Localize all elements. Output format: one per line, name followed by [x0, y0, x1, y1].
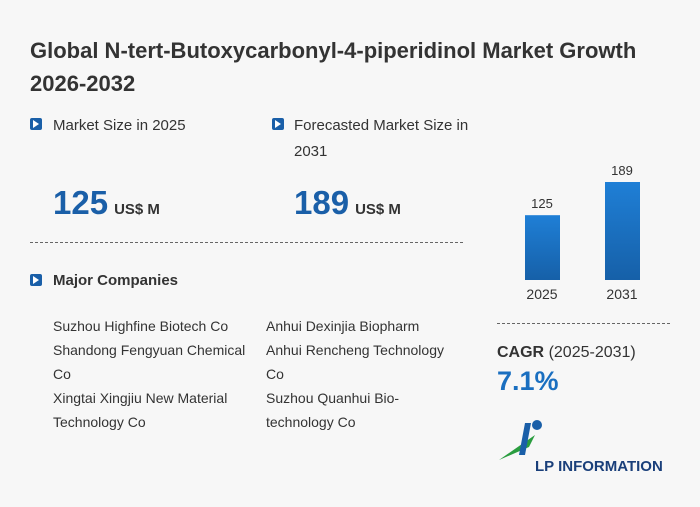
x-tick-label: 2031 [606, 286, 637, 302]
forecast-label: Forecasted Market Size in 2031 [294, 117, 469, 160]
logo-text: LP INFORMATION [535, 458, 663, 475]
unit: US$ M [114, 201, 160, 218]
bar [605, 182, 640, 280]
value-label: 189 [611, 163, 633, 178]
logo: LP INFORMATION [499, 420, 663, 475]
unit: US$ M [355, 201, 401, 218]
company: Xingtai Xingjiu New Material Technology … [53, 390, 228, 430]
market-size-value: 125 US$ M [53, 184, 160, 222]
cagr-label: CAGR (2025-2031) [497, 344, 636, 362]
company: Shandong Fengyuan Chemical Co [53, 342, 246, 382]
logo-dot [532, 420, 542, 430]
logo-mark [519, 423, 531, 455]
bullet-icon [272, 118, 284, 130]
divider [30, 242, 463, 243]
market-size-label: Market Size in 2025 [53, 117, 186, 134]
bar [525, 215, 560, 280]
companies-heading: Major Companies [53, 272, 179, 289]
forecast-value: 189 US$ M [294, 184, 401, 222]
logo-swoosh [499, 435, 535, 460]
company: Anhui Dexinjia Biopharm [266, 318, 420, 334]
company: Anhui Rencheng Technology Co [266, 342, 444, 382]
cagr-period: (2025-2031) [548, 344, 636, 361]
value-label: 125 [531, 196, 553, 211]
bar-chart: 125 2025 189 2031 [525, 163, 640, 302]
bullet-icon [30, 118, 42, 130]
x-tick-label: 2025 [526, 286, 557, 302]
companies-left: Suzhou Highfine Biotech Co Shandong Fengy… [53, 314, 258, 434]
bullet-icon [30, 274, 42, 286]
title: Global N-tert-Butoxycarbonyl-4-piperidin… [30, 38, 637, 96]
cagr-title: CAGR [497, 344, 545, 361]
value: 189 [294, 184, 350, 221]
cagr-value: 7.1% [497, 366, 559, 396]
companies-right: Anhui Dexinjia Biopharm Anhui Rencheng Te… [266, 314, 456, 434]
value: 125 [53, 184, 109, 221]
company: Suzhou Highfine Biotech Co [53, 318, 229, 334]
divider [497, 323, 670, 324]
company: Suzhou Quanhui Bio-technology Co [266, 390, 400, 430]
